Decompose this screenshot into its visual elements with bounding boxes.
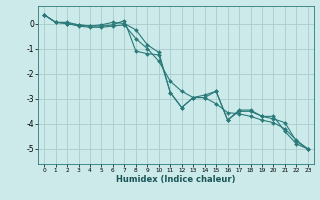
X-axis label: Humidex (Indice chaleur): Humidex (Indice chaleur) — [116, 175, 236, 184]
